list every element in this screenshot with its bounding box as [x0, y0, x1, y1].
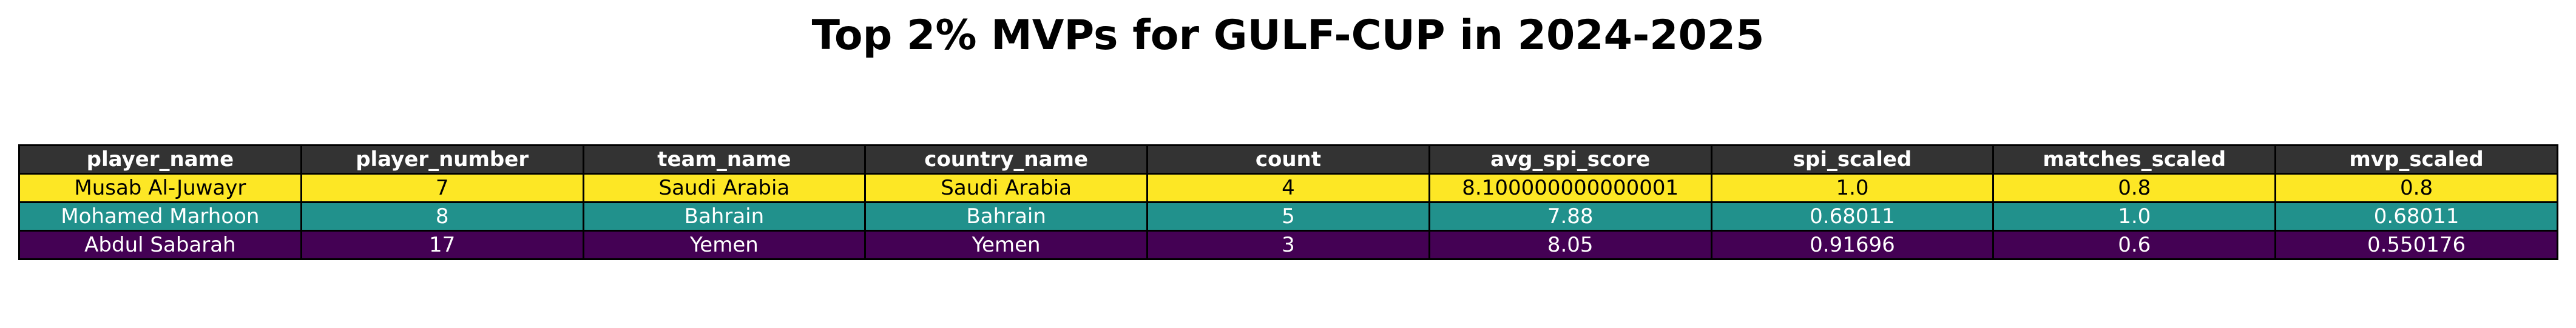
- column-header-country-name: country_name: [864, 144, 1149, 175]
- cell-team-name: Saudi Arabia: [582, 173, 867, 203]
- cell-mvp-scaled: 0.8: [2274, 173, 2558, 203]
- cell-matches-scaled: 1.0: [1992, 201, 2277, 232]
- column-header-mvp-scaled: mvp_scaled: [2274, 144, 2558, 175]
- column-header-team-name: team_name: [582, 144, 867, 175]
- cell-team-name: Yemen: [582, 230, 867, 260]
- cell-avg-spi-score: 7.88: [1428, 201, 1712, 232]
- cell-spi-scaled: 0.91696: [1710, 230, 1995, 260]
- column-header-count: count: [1146, 144, 1430, 175]
- column-header-player-number: player_number: [300, 144, 584, 175]
- cell-avg-spi-score: 8.05: [1428, 230, 1712, 260]
- mvp-table: player_name player_number team_name country…: [18, 144, 2558, 260]
- cell-count: 3: [1146, 230, 1430, 260]
- cell-country-name: Saudi Arabia: [864, 173, 1149, 203]
- table-row: Mohamed Marhoon 8 Bahrain Bahrain 5 7.88 0.680…: [18, 201, 2558, 232]
- table-row: Abdul Sabarah 17 Yemen Yemen 3 8.05 0.91696 0.6…: [18, 230, 2558, 260]
- cell-player-name: Musab Al-Juwayr: [18, 173, 302, 203]
- cell-player-number: 8: [300, 201, 584, 232]
- column-header-player-name: player_name: [18, 144, 302, 175]
- cell-country-name: Yemen: [864, 230, 1149, 260]
- cell-mvp-scaled: 0.550176: [2274, 230, 2558, 260]
- cell-mvp-scaled: 0.68011: [2274, 201, 2558, 232]
- cell-player-number: 7: [300, 173, 584, 203]
- cell-count: 5: [1146, 201, 1430, 232]
- cell-count: 4: [1146, 173, 1430, 203]
- cell-team-name: Bahrain: [582, 201, 867, 232]
- cell-player-name: Abdul Sabarah: [18, 230, 302, 260]
- header-row: player_name player_number team_name country…: [18, 144, 2558, 175]
- cell-player-number: 17: [300, 230, 584, 260]
- column-header-avg-spi-score: avg_spi_score: [1428, 144, 1712, 175]
- cell-spi-scaled: 1.0: [1710, 173, 1995, 203]
- cell-spi-scaled: 0.68011: [1710, 201, 1995, 232]
- table-row: Musab Al-Juwayr 7 Saudi Arabia Saudi Arabia…: [18, 173, 2558, 203]
- table-header: player_name player_number team_name country…: [18, 144, 2558, 175]
- column-header-matches-scaled: matches_scaled: [1992, 144, 2277, 175]
- cell-player-name: Mohamed Marhoon: [18, 201, 302, 232]
- table-body: Musab Al-Juwayr 7 Saudi Arabia Saudi Arabia…: [18, 173, 2558, 260]
- cell-matches-scaled: 0.6: [1992, 230, 2277, 260]
- cell-avg-spi-score: 8.100000000000001: [1428, 173, 1712, 203]
- cell-matches-scaled: 0.8: [1992, 173, 2277, 203]
- column-header-spi-scaled: spi_scaled: [1710, 144, 1995, 175]
- chart-title: Top 2% MVPs for GULF-CUP in 2024-2025: [811, 12, 1765, 59]
- cell-country-name: Bahrain: [864, 201, 1149, 232]
